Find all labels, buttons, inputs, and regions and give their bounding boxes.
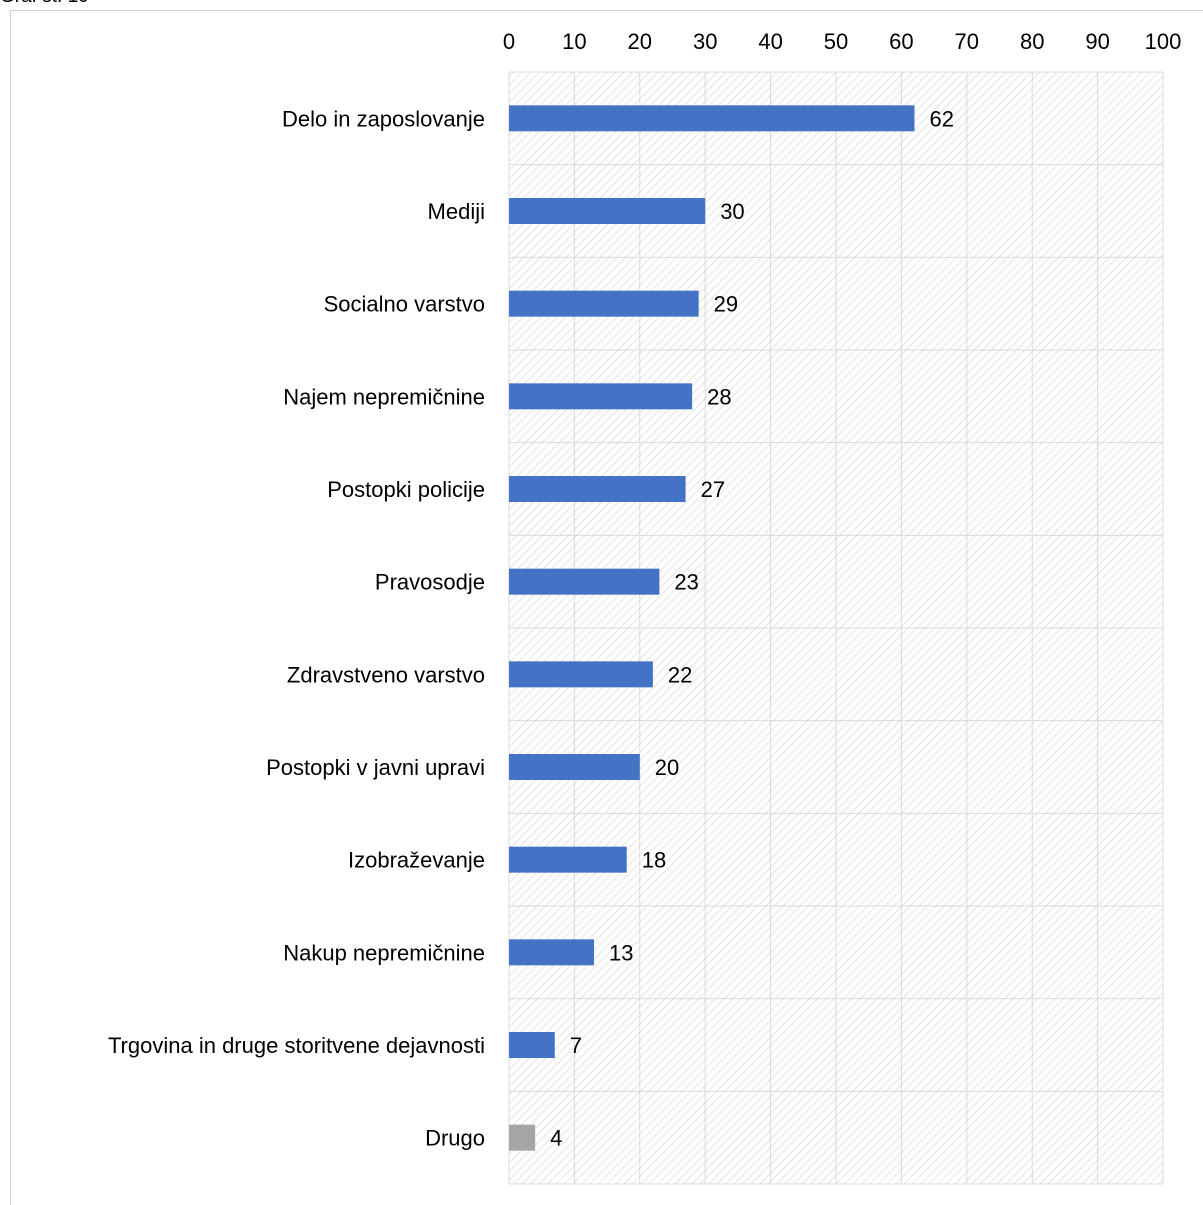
bar-zdravstveno-varstvo: [509, 661, 653, 688]
x-tick-label: 60: [889, 29, 913, 54]
bar-izobrazevanje: [509, 846, 627, 873]
x-tick-label: 40: [758, 29, 782, 54]
x-axis-ticks: 0 10 20 30 40 50 60 70 80 90 100: [503, 29, 1181, 54]
data-label-najem-nepremicnine: 28: [707, 384, 731, 409]
x-tick-label: 30: [693, 29, 717, 54]
bar-nakup-nepremicnine: [509, 939, 595, 966]
bar-mediji: [509, 198, 706, 224]
data-label-trgovina-in-druge-storitvene-dejavnosti: 7: [570, 1033, 582, 1058]
category-label-nakup-nepremicnine: Nakup nepremičnine: [283, 940, 485, 965]
data-label-postopki-v-javni-upravi: 20: [655, 755, 679, 780]
category-label-zdravstveno-varstvo: Zdravstveno varstvo: [287, 662, 485, 687]
data-label-nakup-nepremicnine: 13: [609, 940, 633, 965]
bar-trgovina-in-druge-storitvene-dejavnosti: [509, 1032, 555, 1058]
x-tick-label: 50: [824, 29, 848, 54]
data-label-pravosodje: 23: [674, 570, 698, 595]
data-labels: 62 30 29 28 27 23 22 20 18 13 7 4: [550, 106, 954, 1150]
bar-postopki-v-javni-upravi: [509, 754, 640, 780]
data-label-izobrazevanje: 18: [642, 848, 666, 873]
x-tick-label: 100: [1145, 29, 1182, 54]
category-label-pravosodje: Pravosodje: [375, 570, 485, 595]
category-label-postopki-policije: Postopki policije: [327, 477, 485, 502]
bar-najem-nepremicnine: [509, 383, 693, 410]
category-label-socialno-varstvo: Socialno varstvo: [324, 292, 485, 317]
category-label-najem-nepremicnine: Najem nepremičnine: [283, 384, 485, 409]
x-tick-label: 90: [1085, 29, 1109, 54]
data-label-zdravstveno-varstvo: 22: [668, 662, 692, 687]
data-label-delo-in-zaposlovanje: 62: [929, 106, 953, 131]
data-label-drugo: 4: [550, 1126, 562, 1151]
x-tick-label: 70: [955, 29, 979, 54]
category-label-trgovina-in-druge-storitvene-dejavnosti: Trgovina in druge storitvene dejavnosti: [108, 1033, 485, 1058]
x-tick-label: 80: [1020, 29, 1044, 54]
bar-postopki-policije: [509, 476, 686, 502]
data-label-mediji: 30: [720, 199, 744, 224]
category-label-drugo: Drugo: [425, 1126, 485, 1151]
bar-delo-in-zaposlovanje: [509, 105, 915, 132]
category-labels: Delo in zaposlovanje Mediji Socialno varst…: [108, 106, 485, 1150]
bar-socialno-varstvo: [509, 290, 699, 317]
chart-frame: [10, 10, 1203, 1205]
x-tick-label: 0: [503, 29, 515, 54]
x-tick-label: 10: [562, 29, 586, 54]
bars: [509, 105, 915, 1151]
gridlines: [508, 71, 1164, 1185]
category-label-izobrazevanje: Izobraževanje: [348, 848, 485, 873]
chart-caption: Graf št. 10: [0, 0, 89, 8]
data-label-socialno-varstvo: 29: [714, 292, 738, 317]
category-label-postopki-v-javni-upravi: Postopki v javni upravi: [266, 755, 485, 780]
bar-pravosodje: [509, 568, 660, 595]
category-label-mediji: Mediji: [428, 199, 485, 224]
bar-drugo: [509, 1124, 536, 1151]
x-tick-label: 20: [628, 29, 652, 54]
data-label-postopki-policije: 27: [701, 477, 725, 502]
category-label-delo-in-zaposlovanje: Delo in zaposlovanje: [282, 106, 485, 131]
